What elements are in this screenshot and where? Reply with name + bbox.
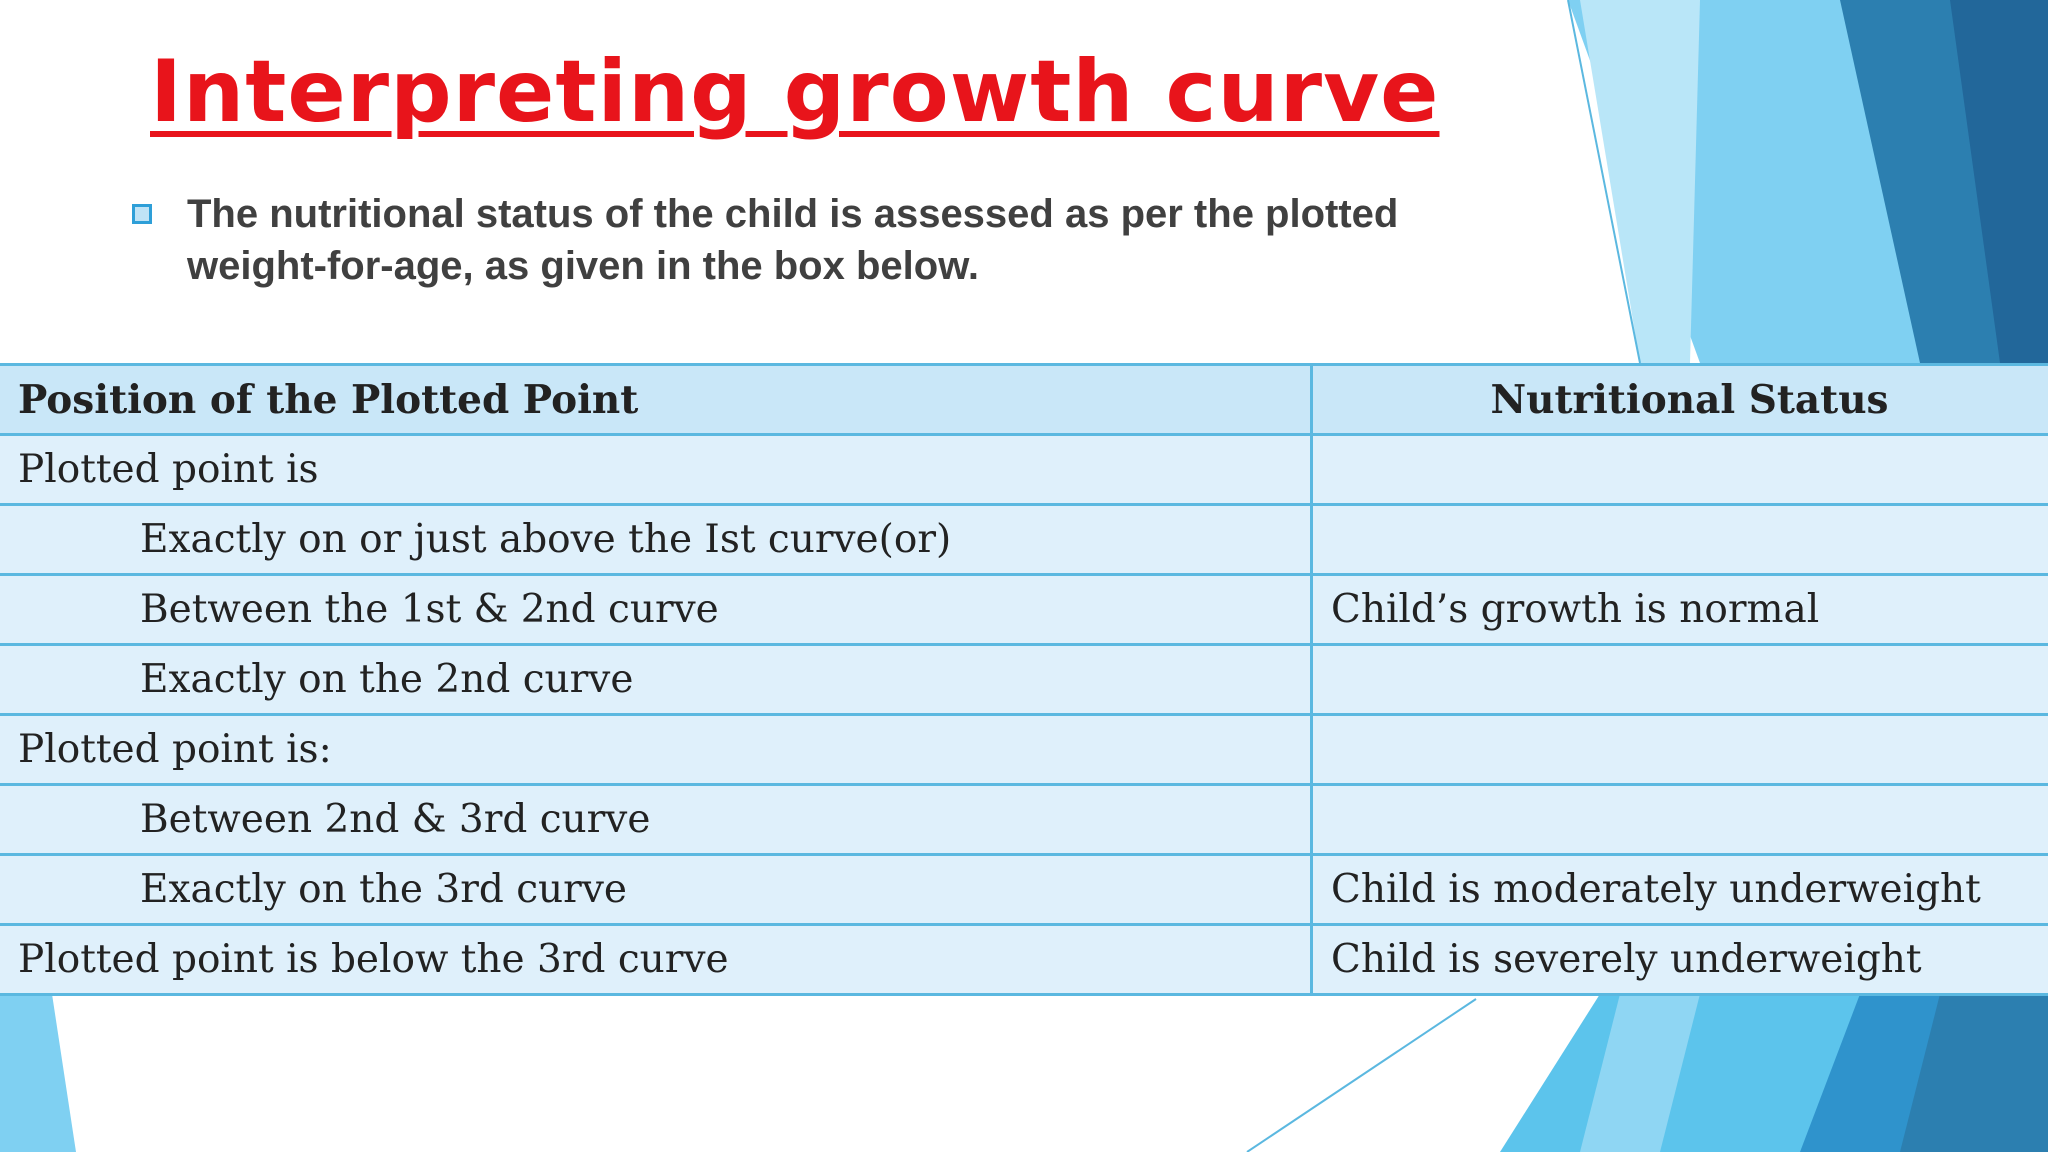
table-row: Exactly on the 3rd curve Child is moderat…: [0, 856, 2048, 926]
deco-shape: [0, 994, 76, 1152]
table-row: Plotted point is:: [0, 716, 2048, 786]
position-cell: Exactly on or just above the Ist curve(o…: [0, 506, 1313, 573]
table-header-row: Position of the Plotted Point Nutritional…: [0, 366, 2048, 436]
table-row: Plotted point is below the 3rd curve Chil…: [0, 926, 2048, 996]
status-cell: Child is moderately underweight: [1331, 867, 1981, 912]
deco-shape: [1950, 0, 2048, 363]
status-cell: [1313, 436, 2048, 503]
table-row: Between the 1st & 2nd curve Child’s growt…: [0, 576, 2048, 646]
position-cell: Exactly on the 2nd curve: [0, 646, 1313, 713]
bullet-icon: [132, 204, 152, 224]
status-cell: [1313, 716, 2048, 783]
table-row: Plotted point is: [0, 436, 2048, 506]
status-cell: [1313, 506, 2048, 573]
position-cell: Plotted point is:: [0, 716, 1313, 783]
status-cell: [1313, 786, 2048, 853]
position-cell: Plotted point is: [0, 436, 1313, 503]
table-row: Between 2nd & 3rd curve: [0, 786, 2048, 856]
status-table: Position of the Plotted Point Nutritional…: [0, 363, 2048, 996]
position-cell: Plotted point is below the 3rd curve: [0, 926, 1313, 993]
header-cell: Nutritional Status: [1490, 376, 1889, 423]
status-cell: Child is severely underweight: [1331, 937, 1922, 982]
position-cell: Between 2nd & 3rd curve: [0, 786, 1313, 853]
deco-shape: [1900, 994, 2048, 1152]
table-row: Exactly on or just above the Ist curve(o…: [0, 506, 2048, 576]
deco-line: [1567, 0, 1641, 364]
bullet-text: The nutritional status of the child is a…: [187, 192, 1399, 288]
status-cell: [1313, 646, 2048, 713]
deco-shape: [1580, 994, 1700, 1152]
slide-title: Interpreting growth curve: [150, 42, 1440, 142]
deco-shape: [1580, 0, 1700, 363]
deco-line: [1246, 998, 1477, 1152]
position-cell: Exactly on the 3rd curve: [0, 856, 1313, 923]
header-cell: Position of the Plotted Point: [0, 366, 1313, 433]
status-cell: Child’s growth is normal: [1331, 587, 1820, 632]
position-cell: Between the 1st & 2nd curve: [0, 576, 1313, 643]
table-row: Exactly on the 2nd curve: [0, 646, 2048, 716]
